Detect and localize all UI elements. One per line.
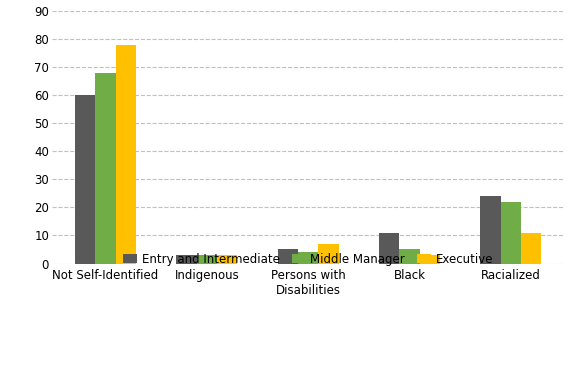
Bar — [75, 95, 96, 264]
Bar — [501, 202, 521, 264]
Bar — [217, 255, 237, 264]
Bar — [379, 233, 399, 264]
Bar — [521, 233, 541, 264]
Bar — [399, 250, 419, 264]
Legend: Entry and Intermediate, Middle Manager, Executive: Entry and Intermediate, Middle Manager, … — [118, 248, 498, 270]
Bar — [319, 244, 339, 264]
Bar — [419, 255, 440, 264]
Bar — [298, 252, 319, 264]
Bar — [197, 255, 217, 264]
Bar — [116, 45, 136, 264]
Bar — [480, 196, 501, 264]
Bar — [96, 73, 116, 264]
Bar — [278, 250, 298, 264]
Bar — [176, 255, 197, 264]
